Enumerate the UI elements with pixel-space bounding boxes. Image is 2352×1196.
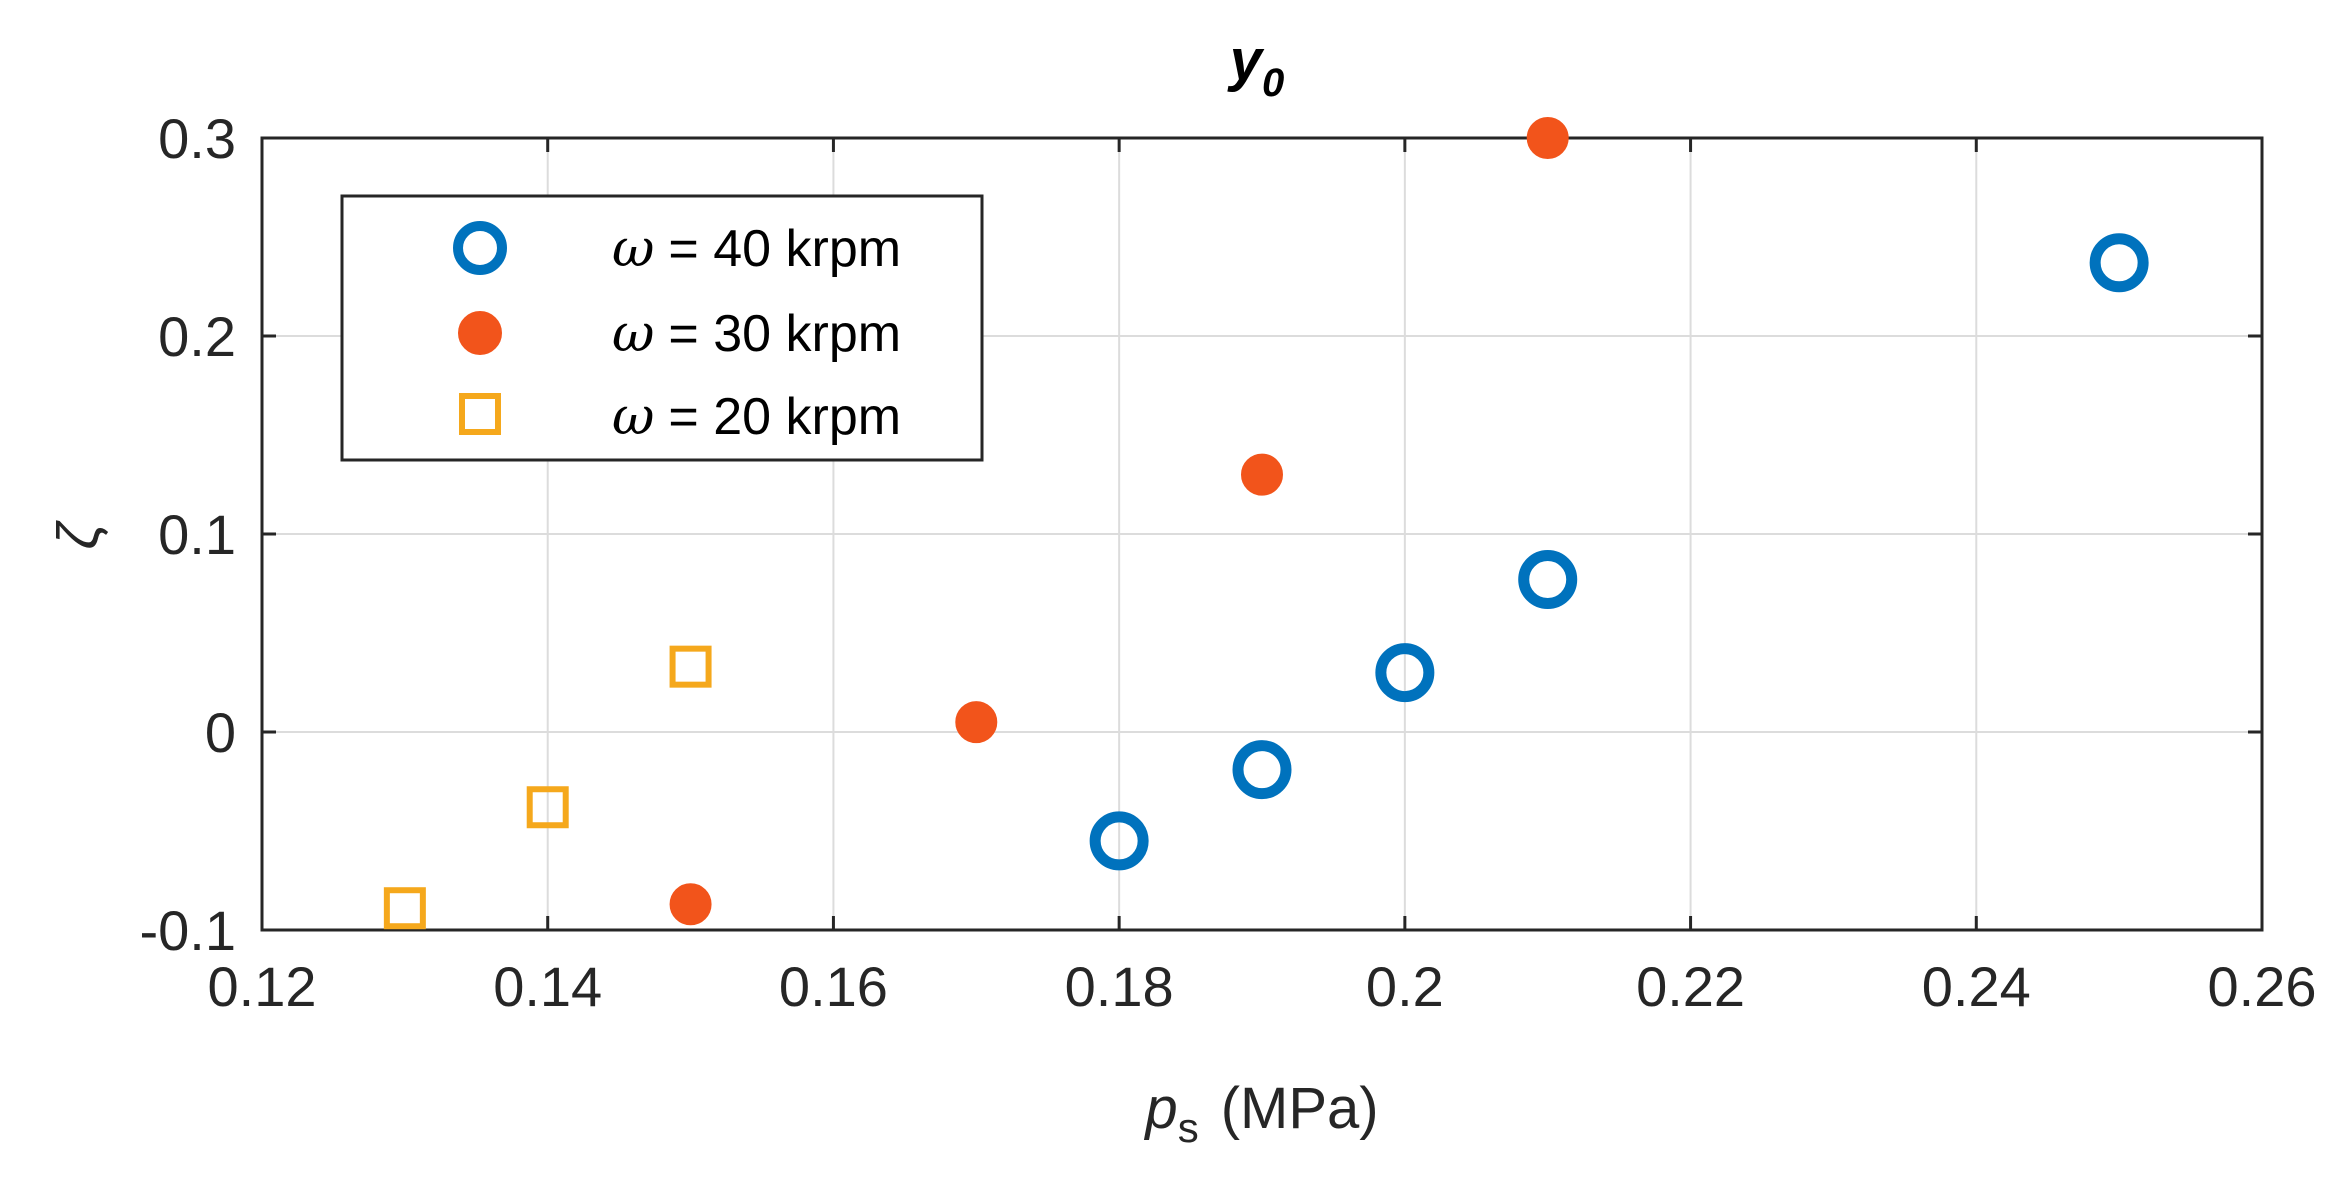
- legend-entry-40krpm: ω = 40 krpm: [612, 219, 901, 279]
- y-tick-label: -0.1: [140, 899, 237, 962]
- y-axis-label: ζ: [46, 519, 111, 549]
- legend-entry-20krpm: ω = 20 krpm: [612, 387, 901, 447]
- x-axis-label-subscript: s: [1178, 1104, 1199, 1151]
- x-tick-label: 0.22: [1636, 955, 1745, 1018]
- x-axis-label-main: p: [1143, 1076, 1177, 1141]
- legend-entry-30krpm: ω = 30 krpm: [612, 304, 901, 364]
- chart-title-subscript: 0: [1262, 61, 1284, 105]
- y-tick-label: 0.3: [158, 107, 236, 170]
- legend-omega-30krpm: ω: [612, 304, 654, 364]
- data-point-series-0: [2089, 233, 2149, 293]
- legend-marker-30krpm: [458, 311, 502, 355]
- y-tick-label: 0.1: [158, 503, 236, 566]
- x-tick-label: 0.2: [1366, 955, 1444, 1018]
- legend: ω = 40 krpm ω = 30 krpm ω = 20 krpm: [340, 194, 984, 462]
- x-axis-label-unit: (MPa): [1221, 1076, 1379, 1141]
- legend-text-30krpm: = 30 krpm: [668, 305, 901, 363]
- data-point-series-2: [383, 887, 426, 930]
- legend-box: [340, 194, 984, 462]
- y-tick-label: 0: [205, 701, 236, 764]
- x-tick-label: 0.16: [779, 955, 888, 1018]
- data-point-series-1: [1526, 117, 1569, 159]
- data-point-series-0: [1518, 550, 1578, 610]
- x-tick-label: 0.24: [1922, 955, 2031, 1018]
- data-point-series-2: [669, 645, 712, 688]
- data-point-series-2: [526, 786, 569, 829]
- data-point-series-0: [1375, 643, 1435, 703]
- legend-marker-40krpm: [453, 221, 507, 275]
- data-point-series-1: [955, 701, 998, 744]
- x-tick-label: 0.26: [2208, 955, 2317, 1018]
- x-axis-label: ps (MPa): [1143, 1076, 1378, 1151]
- legend-text-40krpm: = 40 krpm: [668, 220, 901, 278]
- chart-title-main: y: [1227, 28, 1265, 93]
- data-point-series-0: [1089, 811, 1149, 871]
- legend-text-20krpm: = 20 krpm: [668, 388, 901, 446]
- legend-marker-20krpm: [459, 393, 501, 435]
- data-point-series-1: [1241, 453, 1283, 496]
- x-tick-label: 0.14: [493, 955, 602, 1018]
- chart-title: y0: [1227, 28, 1285, 105]
- y-tick-label: 0.2: [158, 305, 236, 368]
- data-point-series-1: [669, 883, 712, 926]
- legend-omega-40krpm: ω: [612, 219, 654, 279]
- legend-omega-20krpm: ω: [612, 387, 654, 447]
- data-markers: [383, 117, 2149, 930]
- data-point-series-0: [1232, 740, 1292, 800]
- x-tick-label: 0.18: [1065, 955, 1174, 1018]
- x-tick-label: 0.12: [208, 955, 317, 1018]
- axis-ticks: 0.12 0.14 0.16 0.18 0.2 0.22 0.24 0.26 -0.1 0 0.1 0…: [140, 107, 2317, 1018]
